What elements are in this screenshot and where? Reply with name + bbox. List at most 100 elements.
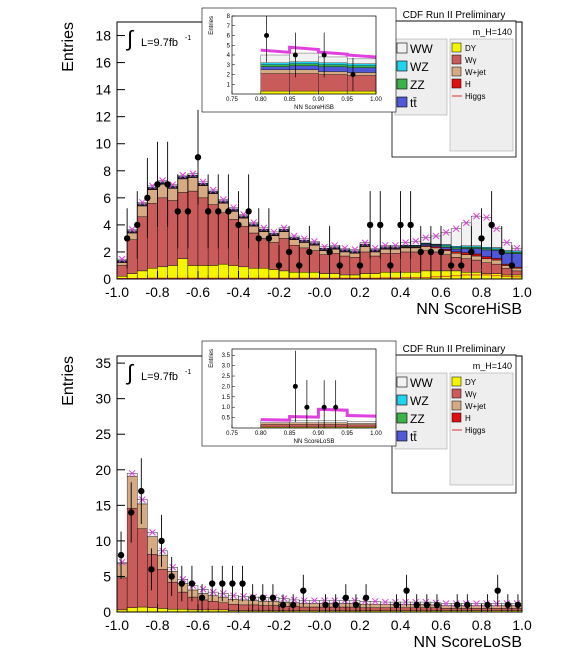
legend-label-zz: ZZ <box>410 412 425 426</box>
legend-label-h: H <box>465 414 471 423</box>
bar-wgamma <box>239 226 249 267</box>
x-tick-label: 0.8 <box>472 284 492 300</box>
x-tick-label: -0.8 <box>145 284 169 300</box>
data-point <box>118 552 124 558</box>
bar-dy <box>198 265 208 279</box>
bar-ttbar <box>451 249 461 252</box>
inset-bar-wz <box>290 62 319 64</box>
bar-wgamma <box>492 264 502 273</box>
bar-dy <box>471 272 481 279</box>
inset-x-tick-label: 0.95 <box>341 431 353 437</box>
bar-wgamma <box>370 608 380 611</box>
data-point <box>225 208 231 214</box>
legend-label-ttbar: tt̄ <box>410 96 417 110</box>
inset-bar-wgamma <box>347 425 376 427</box>
bar-wz <box>482 247 492 248</box>
bar-wgamma <box>218 213 228 264</box>
data-point <box>509 262 515 268</box>
data-point <box>138 488 144 494</box>
inset-data-point <box>293 384 298 389</box>
data-point <box>367 222 373 228</box>
y-tick-label: 0 <box>103 604 111 620</box>
data-point <box>326 249 332 255</box>
legend-swatch-ttbar <box>397 97 407 107</box>
inset-x-tick-label: 1.00 <box>370 97 382 103</box>
y-tick-label: 25 <box>95 426 111 442</box>
bar-dy <box>137 607 147 612</box>
bar-wgamma <box>441 608 451 610</box>
bar-wgamma <box>401 252 411 272</box>
legend-label-wjet: W+jet <box>465 68 486 77</box>
data-point <box>333 602 339 608</box>
inset-data-point <box>322 405 327 410</box>
inset-bar-wjet <box>318 72 347 75</box>
plot-title: CDF Run II Preliminary <box>403 344 506 355</box>
y-tick-label: 12 <box>95 109 111 125</box>
data-point <box>245 208 251 214</box>
bar-zz <box>461 247 471 248</box>
bar-wjet <box>451 253 461 257</box>
bar-wjet <box>380 249 390 253</box>
bar-zz <box>471 247 481 248</box>
legend-swatch-dy <box>452 377 461 386</box>
bar-wgamma <box>147 554 157 607</box>
data-point <box>168 573 174 579</box>
data-point <box>337 262 343 268</box>
bar-wgamma <box>188 597 198 610</box>
y-axis-title: Entries <box>60 356 77 406</box>
bar-ttbar <box>421 244 431 245</box>
y-axis-title: Entries <box>60 22 77 72</box>
bar-wgamma <box>502 268 512 275</box>
legend-label-zz: ZZ <box>410 78 425 92</box>
legend-label-ww: WW <box>410 42 433 56</box>
inset-bar-wgamma <box>290 74 319 92</box>
bar-wgamma <box>482 263 492 274</box>
bar-wjet <box>127 476 137 508</box>
inset-bar-wgamma <box>290 424 319 426</box>
data-point <box>144 195 150 201</box>
integral-symbol: ∫ <box>125 360 135 385</box>
bar-wgamma <box>269 606 279 611</box>
bar-dy <box>158 608 168 612</box>
bar-zz <box>451 248 461 249</box>
mass-label: m_H=140 <box>473 361 512 371</box>
data-point <box>438 249 444 255</box>
inset-bar-wjet <box>290 70 319 74</box>
bar-dy <box>228 265 238 279</box>
x-tick-label: -0.0 <box>307 284 331 300</box>
y-tick-label: 8 <box>103 163 111 179</box>
data-point <box>290 602 296 608</box>
y-tick-label: 18 <box>95 28 111 44</box>
legend-label-ttbar: tt̄ <box>410 430 417 444</box>
data-point <box>377 222 383 228</box>
x-tick-label: -0.2 <box>267 617 291 633</box>
inset-y-tick-label: 1.0 <box>222 405 231 411</box>
inset-bar-wgamma <box>318 424 347 426</box>
inset-bar-wjet <box>347 423 376 424</box>
y-tick-label: 20 <box>95 462 111 478</box>
bar-ttbar <box>502 253 512 264</box>
x-tick-label: 0.8 <box>472 617 492 633</box>
data-point <box>458 262 464 268</box>
bar-dy <box>441 271 451 279</box>
inset-bar-wjet <box>290 423 319 425</box>
bar-wjet <box>471 606 481 609</box>
bar-wjet <box>168 188 178 200</box>
bar-wjet <box>228 599 238 604</box>
y-tick-label: 6 <box>103 190 111 206</box>
bar-wjet <box>137 504 147 529</box>
inset-bar-wgamma <box>347 75 376 91</box>
y-tick-label: 4 <box>103 217 111 233</box>
bar-wjet <box>208 596 218 602</box>
inset-bar-dy <box>347 91 376 94</box>
legend-label-wgamma: Wγ <box>465 56 477 65</box>
bar-wgamma <box>512 608 522 610</box>
bar-ttbar <box>441 247 451 249</box>
luminosity-exponent: -1 <box>185 35 191 42</box>
bar-wjet <box>380 604 390 608</box>
bar-dy <box>502 275 512 279</box>
bar-wgamma <box>259 238 269 268</box>
